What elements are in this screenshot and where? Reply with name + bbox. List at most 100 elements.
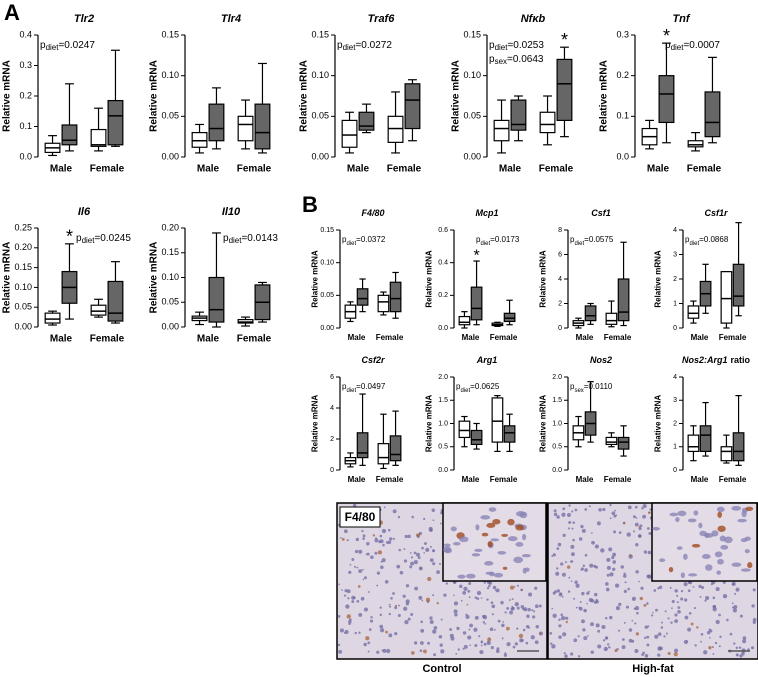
nucleus bbox=[596, 521, 601, 526]
inset-cell bbox=[747, 562, 753, 569]
nucleus bbox=[398, 548, 402, 552]
nucleus bbox=[638, 534, 642, 538]
nucleus bbox=[570, 652, 574, 656]
x-tick-label: Female bbox=[539, 164, 574, 175]
nucleus bbox=[558, 635, 562, 639]
y-tick-label: 0.00 bbox=[320, 325, 334, 332]
nucleus bbox=[638, 526, 641, 528]
y-axis-label: Relative mRNA bbox=[538, 250, 547, 308]
nucleus bbox=[595, 565, 599, 569]
nucleus bbox=[561, 595, 564, 598]
x-tick-label: Male bbox=[197, 334, 220, 345]
nucleus bbox=[620, 565, 624, 569]
nucleus bbox=[439, 643, 443, 647]
nucleus bbox=[615, 606, 621, 611]
significance-star: * bbox=[66, 227, 73, 247]
nucleus bbox=[646, 643, 650, 647]
nucleus bbox=[410, 556, 414, 559]
nucleus bbox=[611, 511, 616, 516]
nucleus bbox=[387, 540, 392, 545]
nucleus bbox=[453, 594, 455, 597]
nucleus bbox=[534, 586, 538, 590]
inset-cell bbox=[737, 518, 747, 523]
chart-title: Traf6 bbox=[368, 13, 396, 25]
nucleus bbox=[343, 594, 347, 597]
box bbox=[605, 312, 618, 325]
nucleus bbox=[574, 508, 578, 512]
y-tick-label: 0.2 bbox=[19, 90, 32, 100]
nucleus bbox=[644, 625, 648, 629]
nucleus bbox=[573, 597, 576, 600]
nucleus bbox=[362, 537, 365, 540]
inset bbox=[442, 502, 547, 582]
annotation-sub: diet bbox=[46, 43, 60, 52]
nucleus bbox=[735, 646, 739, 650]
nucleus bbox=[660, 626, 664, 629]
nucleus bbox=[581, 591, 585, 596]
inset-cell bbox=[723, 536, 733, 544]
inset-cell bbox=[475, 524, 480, 531]
box bbox=[720, 446, 733, 462]
y-tick-label: 0.05 bbox=[161, 297, 179, 307]
nucleus bbox=[520, 588, 523, 591]
inset-cell bbox=[688, 573, 698, 577]
y-tick-label: 0.4 bbox=[438, 260, 448, 267]
y-tick-label: 1.5 bbox=[438, 397, 448, 404]
nucleus bbox=[615, 514, 618, 517]
nucleus bbox=[384, 579, 389, 584]
box bbox=[356, 432, 369, 459]
nucleus bbox=[462, 647, 465, 650]
nucleus bbox=[696, 626, 699, 629]
y-tick-label: 0.15 bbox=[161, 29, 179, 39]
nucleus bbox=[644, 654, 649, 658]
nucleus bbox=[633, 530, 636, 533]
nucleus bbox=[690, 622, 694, 626]
nucleus bbox=[560, 616, 566, 621]
nucleus bbox=[633, 607, 637, 610]
y-tick-label: 3 bbox=[673, 397, 677, 404]
y-tick-label: 2 bbox=[558, 300, 562, 307]
nucleus bbox=[550, 642, 553, 645]
nucleus bbox=[512, 645, 516, 649]
nucleus bbox=[642, 514, 647, 519]
nucleus bbox=[708, 645, 712, 650]
x-tick-label: Male bbox=[348, 475, 366, 484]
nucleus bbox=[641, 653, 644, 657]
nucleus bbox=[750, 646, 755, 650]
nucleus bbox=[380, 565, 384, 570]
annotation-p: p bbox=[489, 40, 495, 51]
nucleus bbox=[623, 589, 628, 593]
nucleus bbox=[374, 538, 379, 543]
y-axis-label: Relative mRNA bbox=[451, 60, 462, 132]
nucleus bbox=[612, 560, 617, 564]
chart-title: Nos2:Arg1 ratio bbox=[682, 355, 751, 365]
nucleus bbox=[568, 576, 571, 579]
nucleus bbox=[457, 648, 461, 651]
nucleus bbox=[627, 587, 630, 591]
inset-cell bbox=[744, 536, 751, 541]
y-axis-label: Relative mRNA bbox=[310, 250, 319, 308]
nucleus bbox=[623, 521, 626, 524]
nucleus bbox=[385, 630, 388, 634]
nucleus bbox=[568, 521, 572, 525]
nucleus bbox=[414, 586, 419, 591]
nucleus bbox=[671, 599, 675, 604]
nucleus bbox=[480, 644, 483, 647]
nucleus bbox=[614, 583, 620, 588]
y-tick-label: 0.10 bbox=[161, 272, 179, 282]
nucleus bbox=[566, 513, 571, 517]
nucleus bbox=[584, 553, 588, 557]
nucleus bbox=[511, 605, 513, 608]
nucleus bbox=[497, 619, 501, 623]
y-axis-label: Relative mRNA bbox=[424, 395, 433, 453]
nucleus bbox=[571, 510, 574, 513]
y-axis-label: Relative mRNA bbox=[299, 60, 310, 132]
inset-cell bbox=[704, 533, 714, 538]
nucleus bbox=[480, 597, 483, 599]
annotation: pdiet=0.0007 bbox=[665, 40, 720, 52]
nucleus bbox=[491, 604, 496, 609]
significance-star: * bbox=[561, 30, 568, 50]
nucleus bbox=[719, 635, 722, 638]
nucleus bbox=[418, 566, 423, 571]
nucleus bbox=[405, 599, 410, 604]
